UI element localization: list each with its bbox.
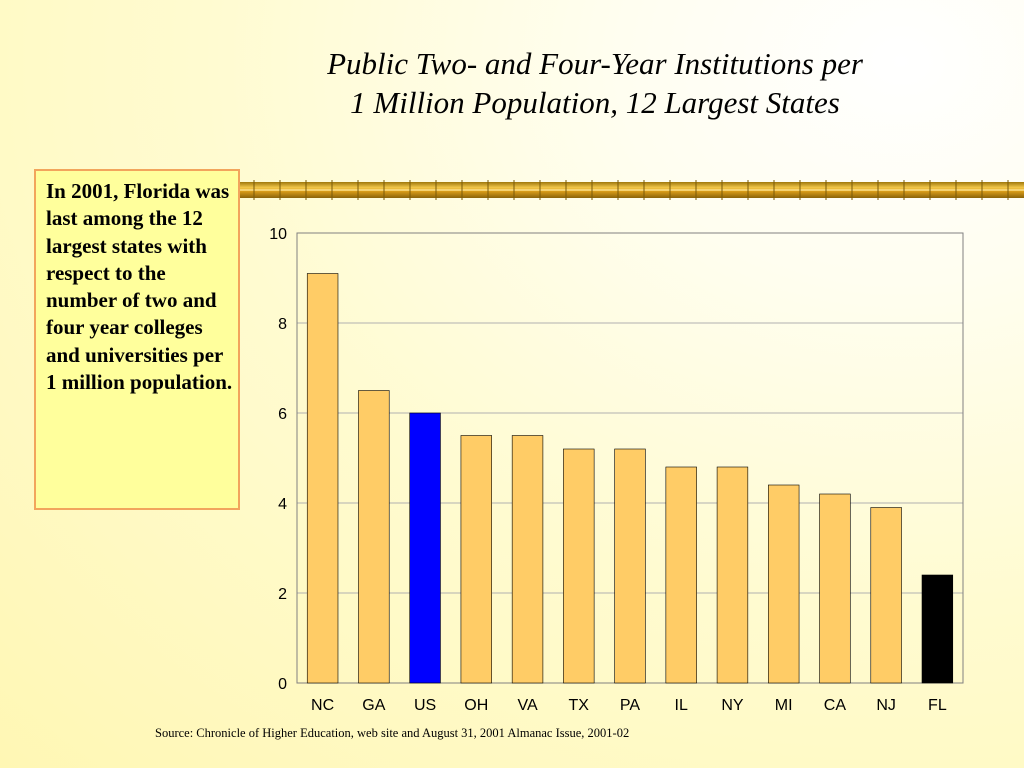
bar-pa [614, 448, 646, 684]
x-tick-label-ca: CA [824, 697, 847, 714]
bar-va [511, 435, 544, 684]
y-tick-label: 8 [278, 316, 287, 333]
y-tick-label: 0 [278, 676, 287, 693]
bar-ny [716, 466, 749, 684]
x-tick-label-nc: NC [311, 697, 334, 714]
bar-nc [306, 273, 339, 684]
x-tick-label-us: US [414, 697, 436, 714]
x-tick-label-mi: MI [775, 697, 793, 714]
x-tick-label-ny: NY [721, 697, 744, 714]
x-tick-label-ga: GA [362, 697, 385, 714]
x-axis: NC GA US OH VA TX PA IL NY MI CA NJ FL [311, 697, 947, 714]
bar-nj [870, 507, 902, 684]
x-tick-label-tx: TX [569, 697, 590, 714]
bar-il [665, 466, 697, 684]
slide-title: Public Two- and Four-Year Institutions p… [170, 44, 1020, 122]
slide-title-line-1: Public Two- and Four-Year Institutions p… [327, 46, 863, 81]
x-tick-label-pa: PA [620, 697, 640, 714]
callout-text: In 2001, Florida was last among the 12 l… [46, 179, 233, 395]
slide-title-line-2: 1 Million Population, 12 Largest States [350, 85, 840, 120]
bar-fl [921, 574, 954, 684]
y-tick-label: 2 [278, 586, 287, 603]
bar-oh [460, 435, 492, 684]
callout-box: In 2001, Florida was last among the 12 l… [34, 169, 240, 510]
bar-us [409, 412, 441, 684]
bar-ga [358, 390, 390, 684]
bar-mi [768, 484, 800, 684]
bar-series [306, 273, 954, 684]
title-divider-bar [240, 180, 1024, 200]
y-tick-label: 4 [278, 496, 287, 513]
y-axis: 0 2 4 6 8 10 [269, 226, 287, 693]
x-tick-label-il: IL [675, 697, 688, 714]
x-tick-label-nj: NJ [876, 697, 896, 714]
y-tick-label: 10 [269, 226, 287, 243]
x-tick-label-fl: FL [928, 697, 947, 714]
bar-ca [819, 493, 851, 684]
source-note: Source: Chronicle of Higher Education, w… [155, 726, 630, 740]
y-tick-label: 6 [278, 406, 287, 423]
x-tick-label-oh: OH [464, 697, 488, 714]
bar-tx [563, 448, 595, 684]
x-tick-label-va: VA [517, 697, 537, 714]
